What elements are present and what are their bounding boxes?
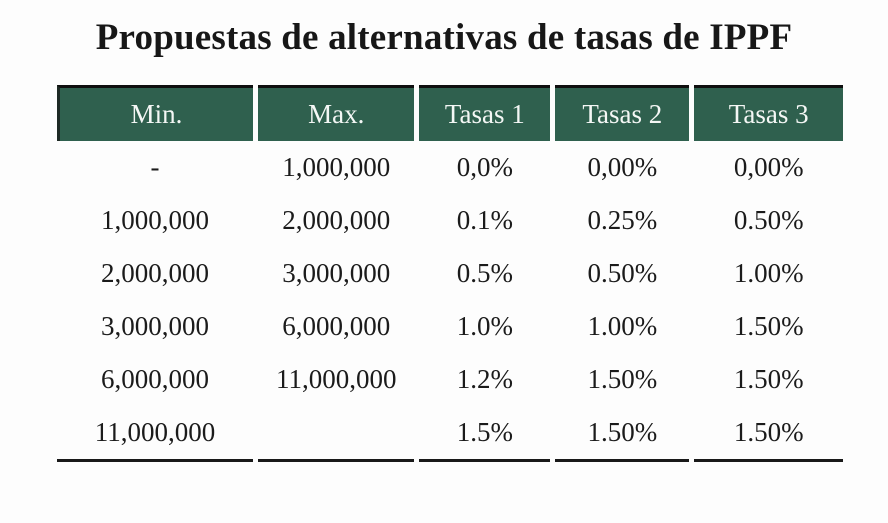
table-cell: 3,000,000 [101, 311, 210, 341]
table-row: 11,000,000 1.5% 1.50% 1.50% [57, 406, 843, 462]
table-cell: 1.50% [733, 364, 804, 394]
table-row: - 1,000,000 0,0% 0,00% 0,00% [57, 141, 843, 194]
table-cell: 1.5% [419, 406, 551, 462]
table-cell: 0,00% [587, 152, 658, 182]
table-cell: 0.50% [587, 258, 658, 288]
table-cell: 1.00% [733, 258, 804, 288]
table-cell: 0,0% [456, 152, 513, 182]
table-row: 6,000,000 11,000,000 1.2% 1.50% 1.50% [57, 353, 843, 406]
table-cell: 2,000,000 [101, 258, 210, 288]
column-header-tasas2: Tasas 2 [555, 85, 690, 141]
table-cell: 3,000,000 [282, 258, 391, 288]
table-cell: 6,000,000 [101, 364, 210, 394]
table-cell: 0.25% [587, 205, 658, 235]
rates-table: Min. Max. Tasas 1 Tasas 2 Tasas 3 - 1,000… [52, 85, 848, 462]
table-body: - 1,000,000 0,0% 0,00% 0,00% 1,000,000 2,000,0… [57, 141, 843, 462]
table-cell: 0.1% [456, 205, 513, 235]
table-cell: 1.50% [587, 364, 658, 394]
table-header: Min. Max. Tasas 1 Tasas 2 Tasas 3 [57, 85, 843, 141]
table-cell: 1.0% [456, 311, 513, 341]
table-cell: 1.2% [456, 364, 513, 394]
table-cell: 1.50% [694, 406, 843, 462]
column-header-tasas1: Tasas 1 [419, 85, 551, 141]
table-row: 3,000,000 6,000,000 1.0% 1.00% 1.50% [57, 300, 843, 353]
table-cell: 0.5% [456, 258, 513, 288]
table-cell: 1,000,000 [282, 152, 391, 182]
table-cell: 1.50% [555, 406, 690, 462]
column-header-min: Min. [57, 85, 254, 141]
table-cell: 1.50% [733, 311, 804, 341]
table-cell [258, 406, 415, 462]
page-title: Propuestas de alternativas de tasas de I… [95, 17, 793, 58]
table-cell: 1.00% [587, 311, 658, 341]
column-header-max: Max. [258, 85, 415, 141]
table-row: 2,000,000 3,000,000 0.5% 0.50% 1.00% [57, 247, 843, 300]
table-cell: 11,000,000 [275, 364, 397, 394]
table-cell: 0.50% [733, 205, 804, 235]
table-cell: 6,000,000 [282, 311, 391, 341]
header-row: Min. Max. Tasas 1 Tasas 2 Tasas 3 [57, 85, 843, 141]
column-header-tasas3: Tasas 3 [694, 85, 843, 141]
table-cell: 0,00% [733, 152, 804, 182]
table-cell: - [150, 152, 160, 182]
table-row: 1,000,000 2,000,000 0.1% 0.25% 0.50% [57, 194, 843, 247]
table-cell: 1,000,000 [101, 205, 210, 235]
table-cell: 11,000,000 [57, 406, 254, 462]
table-cell: 2,000,000 [282, 205, 391, 235]
